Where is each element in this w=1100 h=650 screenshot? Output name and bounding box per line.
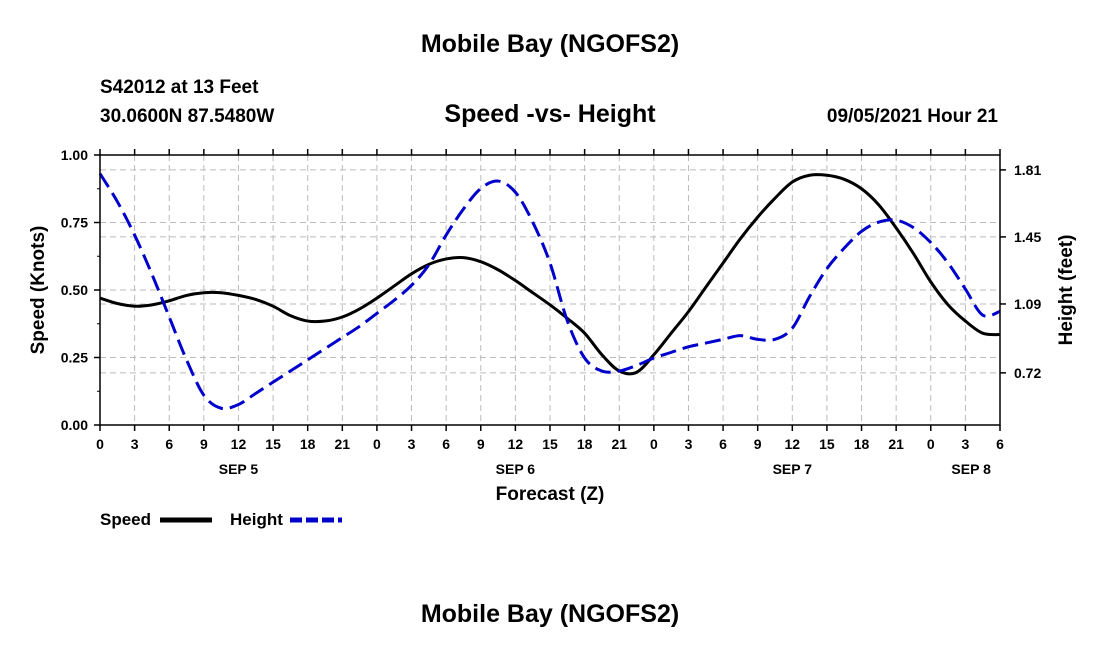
x-tick-label: 21 (611, 436, 627, 452)
grid (100, 155, 1000, 425)
legend-label-speed: Speed (100, 510, 151, 529)
x-tick-label: 9 (477, 436, 485, 452)
legend: Speed Height (100, 510, 342, 529)
chart-subtitle: Speed -vs- Height (444, 100, 656, 128)
y2-tick-label: 1.09 (1014, 296, 1041, 312)
x-tick-label: 18 (300, 436, 316, 452)
x-tick-label: 3 (961, 436, 969, 452)
y-tick-label: 0.75 (61, 215, 88, 231)
x-tick-label: 18 (854, 436, 870, 452)
x-tick-label: 6 (996, 436, 1004, 452)
x-tick-label: 3 (685, 436, 693, 452)
footer-title: Mobile Bay (NGOFS2) (420, 600, 680, 628)
x-tick-label: 0 (650, 436, 658, 452)
y2-axis-title: Height (feet) (1056, 235, 1077, 346)
series-line-speed (99, 173, 1001, 376)
x-tick-label: 9 (200, 436, 208, 452)
series-layer (98, 172, 1001, 411)
station-label: S42012 at 13 Feet (100, 77, 259, 98)
y-tick-label: 0.50 (61, 282, 88, 298)
day-label: SEP 8 (951, 461, 991, 477)
y2-tick-label: 1.45 (1014, 229, 1041, 245)
day-label: SEP 5 (219, 461, 259, 477)
x-axis-title: Forecast (Z) (496, 484, 605, 505)
forecast-datetime: 09/05/2021 Hour 21 (826, 106, 998, 127)
day-label: SEP 6 (496, 461, 536, 477)
coordinates-label: 30.0600N 87.5480W (100, 106, 275, 127)
x-tick-label: 21 (335, 436, 351, 452)
x-tick-label: 12 (231, 436, 247, 452)
x-tick-label: 15 (265, 436, 281, 452)
x-tick-label: 3 (408, 436, 416, 452)
x-tick-label: 12 (785, 436, 801, 452)
x-tick-label: 0 (927, 436, 935, 452)
day-label: SEP 7 (773, 461, 813, 477)
y2-tick-label: 0.72 (1014, 365, 1041, 381)
x-tick-label: 18 (577, 436, 593, 452)
x-tick-label: 21 (888, 436, 904, 452)
x-tick-label: 3 (131, 436, 139, 452)
y2-tick-label: 1.81 (1014, 162, 1041, 178)
series-line-height (98, 172, 1001, 411)
x-tick-label: 0 (373, 436, 381, 452)
axes: 0 3 6 9 12 15 18 21 0 3 6 9 12 15 18 21 0 3 6 9 12 15 18 21 0 3 6S… (61, 147, 1042, 477)
x-tick-label: 9 (754, 436, 762, 452)
y-tick-label: 0.00 (61, 417, 88, 433)
legend-label-height: Height (230, 510, 283, 529)
chart-title: Mobile Bay (NGOFS2) (420, 30, 680, 58)
x-tick-label: 6 (719, 436, 727, 452)
x-tick-label: 12 (508, 436, 524, 452)
x-tick-label: 6 (165, 436, 173, 452)
x-tick-label: 6 (442, 436, 450, 452)
y-axis-title: Speed (Knots) (28, 226, 49, 355)
x-tick-label: 15 (819, 436, 835, 452)
x-tick-label: 15 (542, 436, 558, 452)
y-tick-label: 1.00 (61, 147, 88, 163)
y-tick-label: 0.25 (61, 350, 88, 366)
x-tick-label: 0 (96, 436, 104, 452)
